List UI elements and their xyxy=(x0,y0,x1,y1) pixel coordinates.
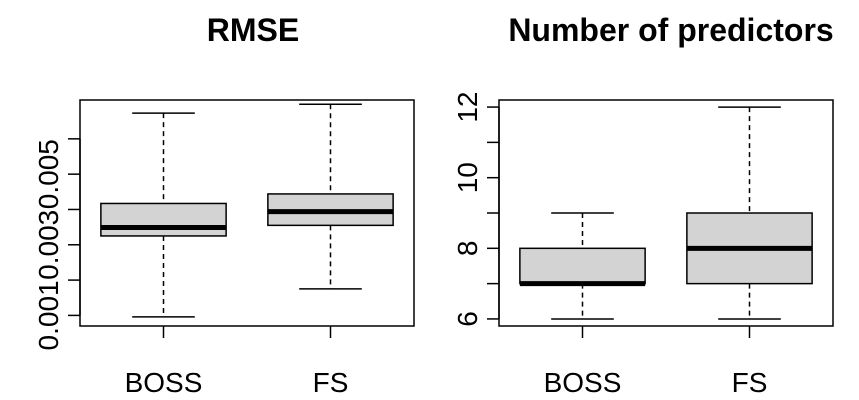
predictors-panel: Number of predictors 6 8 10 12 BOSS FS xyxy=(452,12,834,398)
predictors-y-tick-label: 12 xyxy=(452,91,483,122)
predictors-y-axis: 6 8 10 12 xyxy=(452,91,500,327)
predictors-box-fs xyxy=(686,106,813,320)
rmse-x-tick-label: BOSS xyxy=(125,367,203,398)
predictors-boxes xyxy=(519,106,813,320)
predictors-x-tick-label: FS xyxy=(732,367,768,398)
predictors-title: Number of predictors xyxy=(508,12,833,48)
rmse-y-tick-label: 0.003 xyxy=(33,210,64,280)
rmse-box-fs xyxy=(267,103,394,290)
predictors-x-axis: BOSS FS xyxy=(544,326,768,398)
predictors-x-tick-label: BOSS xyxy=(544,367,622,398)
predictors-y-tick-label: 10 xyxy=(452,162,483,193)
rmse-y-tick-label: 0.005 xyxy=(33,139,64,209)
iqr-box xyxy=(100,202,227,237)
rmse-y-tick-label: 0.001 xyxy=(33,280,64,350)
rmse-title: RMSE xyxy=(207,12,299,48)
iqr-box xyxy=(519,247,646,285)
predictors-box-boss xyxy=(519,212,646,320)
rmse-x-tick-label: FS xyxy=(313,367,349,398)
rmse-box-boss xyxy=(100,112,227,318)
rmse-boxes xyxy=(100,103,394,318)
predictors-y-tick-label: 8 xyxy=(452,241,483,257)
predictors-y-tick-label: 6 xyxy=(452,311,483,327)
rmse-x-axis: BOSS FS xyxy=(125,326,349,398)
